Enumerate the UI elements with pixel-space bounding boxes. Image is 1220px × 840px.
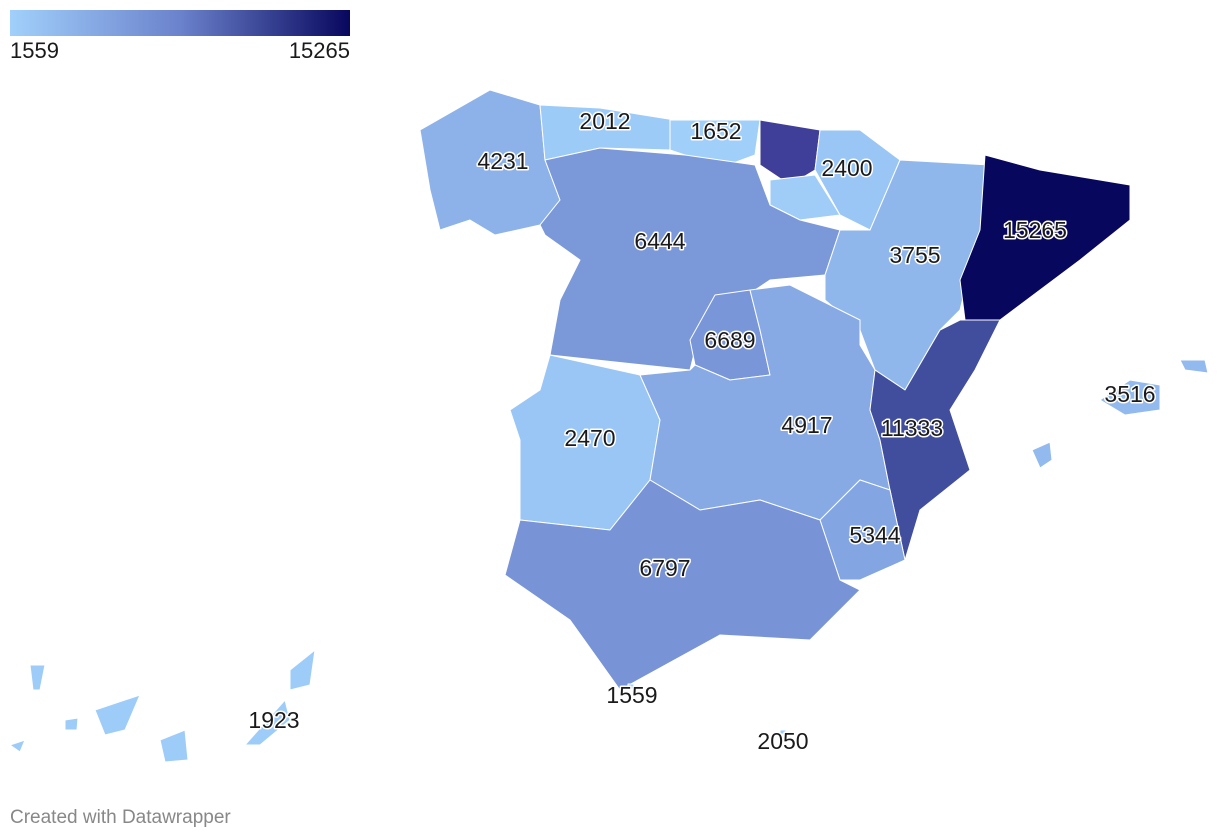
region-label: 6444 — [634, 228, 685, 254]
region-label: 3755 — [889, 242, 940, 268]
legend-max: 15265 — [289, 38, 350, 63]
region — [959, 154, 1131, 321]
region-label: 1559 — [606, 682, 657, 708]
legend-min: 1559 — [10, 38, 59, 63]
footer: Created with Datawrapper — [10, 807, 231, 828]
region-label: 3516 — [1104, 381, 1155, 407]
region-label: 2400 — [821, 155, 872, 181]
region-label: 1652 — [690, 118, 741, 144]
region — [779, 729, 787, 735]
region — [1031, 359, 1209, 469]
unlabeled-region — [769, 174, 841, 221]
region-label: 6797 — [639, 555, 690, 581]
region — [504, 479, 861, 691]
region-label: 2012 — [579, 108, 630, 134]
region-label: 2470 — [564, 425, 615, 451]
region-label: 15265 — [1003, 217, 1067, 243]
region — [9, 649, 316, 763]
region-label: 5344 — [849, 522, 900, 548]
region-label: 4231 — [477, 148, 528, 174]
region — [627, 683, 635, 690]
labels: 4231 2012 1652 2400 6444 3755 15265 6689 2470 491… — [247, 107, 1157, 756]
region-label: 1923 — [248, 707, 299, 733]
region-label: 2050 — [757, 728, 808, 754]
region-label: 11333 — [881, 415, 943, 441]
regions — [9, 89, 1209, 763]
region-label: 4917 — [781, 412, 832, 438]
legend-scale — [10, 10, 350, 36]
region-label: 6689 — [704, 327, 755, 353]
